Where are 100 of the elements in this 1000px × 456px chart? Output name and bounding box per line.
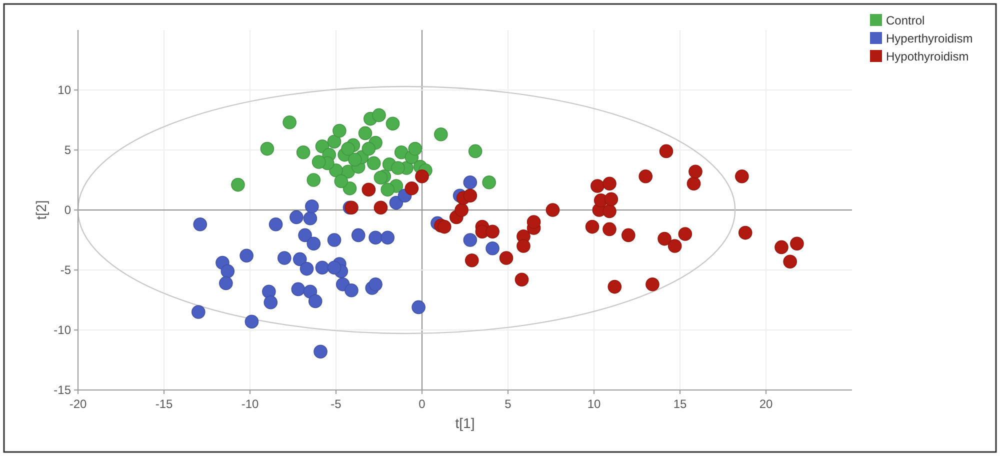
point (790, 236, 804, 250)
point (738, 226, 752, 240)
legend-label: Hyperthyroidism (886, 32, 973, 46)
point (315, 260, 330, 274)
point (219, 276, 233, 290)
point (678, 227, 692, 241)
point (240, 248, 254, 262)
point (362, 182, 376, 196)
point (308, 294, 322, 308)
point (604, 192, 618, 206)
x-axis-title: t[1] (455, 415, 475, 431)
point (404, 182, 419, 196)
y-axis-title: t[2] (33, 200, 49, 220)
point (327, 260, 342, 274)
x-tick-label: 5 (504, 397, 512, 411)
point (516, 239, 530, 253)
x-tick-label: 0 (418, 397, 426, 411)
point (334, 174, 348, 188)
point (306, 236, 321, 250)
point (374, 170, 388, 184)
point (303, 212, 318, 226)
x-tick-label: 10 (587, 397, 601, 411)
point (546, 203, 560, 217)
point (264, 296, 278, 310)
point (291, 282, 306, 296)
point (368, 278, 382, 292)
point (668, 239, 682, 253)
point (341, 142, 355, 156)
point (686, 176, 701, 190)
point (278, 251, 292, 265)
point (434, 128, 448, 142)
point (268, 218, 283, 232)
point (366, 156, 381, 170)
point (260, 142, 274, 156)
point (585, 220, 600, 234)
x-tick-label: -15 (155, 397, 173, 411)
point (312, 155, 326, 169)
point (296, 146, 310, 160)
point (486, 224, 500, 238)
point (646, 278, 660, 292)
point (622, 228, 636, 242)
x-tick-label: -5 (330, 397, 342, 411)
point (344, 284, 358, 298)
point (327, 134, 342, 148)
point (306, 173, 321, 187)
point (292, 252, 307, 266)
point (192, 305, 206, 319)
point (463, 188, 478, 202)
point (244, 314, 259, 328)
point (526, 215, 541, 229)
point (463, 233, 478, 247)
point (468, 144, 482, 158)
x-tick-label: 20 (759, 397, 773, 411)
point (314, 344, 328, 358)
point (374, 200, 388, 214)
point (486, 242, 500, 256)
x-tick-label: -10 (241, 397, 259, 411)
point (437, 220, 452, 234)
point (290, 210, 304, 224)
point (464, 254, 479, 268)
y-tick-label: 10 (58, 83, 72, 97)
x-tick-label: -20 (69, 397, 87, 411)
point (608, 280, 622, 294)
point (332, 124, 346, 138)
point (454, 203, 468, 217)
y-tick-label: -5 (60, 263, 72, 277)
point (372, 108, 386, 122)
point (282, 116, 296, 130)
point (735, 170, 749, 184)
point (783, 254, 797, 268)
point (514, 272, 529, 286)
point (220, 264, 235, 278)
point (327, 233, 342, 247)
point (659, 144, 674, 158)
point (688, 164, 702, 178)
legend-label: Control (886, 14, 925, 28)
point (368, 230, 382, 244)
point (305, 200, 319, 214)
point (415, 170, 429, 184)
point (463, 176, 478, 190)
y-tick-label: 0 (64, 203, 72, 217)
point (358, 126, 372, 140)
point (590, 179, 604, 193)
point (351, 228, 366, 242)
point (380, 230, 394, 244)
point (298, 228, 312, 242)
legend-label: Hypothyroidism (886, 50, 969, 64)
y-tick-label: 5 (64, 143, 72, 157)
point (380, 182, 394, 196)
point (231, 178, 245, 192)
point (362, 142, 376, 156)
point (412, 300, 426, 314)
point (394, 146, 408, 160)
y-tick-label: -15 (54, 383, 72, 397)
point (482, 176, 496, 190)
point (348, 152, 362, 166)
point (658, 232, 672, 246)
point (193, 218, 208, 232)
point (602, 176, 616, 190)
y-tick-label: -10 (54, 323, 72, 337)
